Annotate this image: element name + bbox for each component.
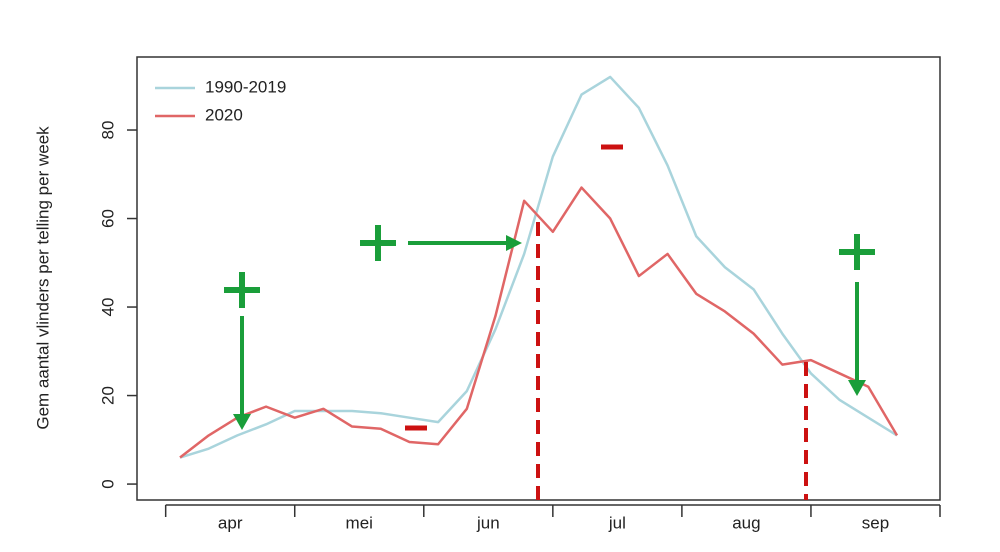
plus-sign [839, 234, 875, 270]
arrowhead [506, 235, 522, 251]
arrowhead [848, 380, 866, 396]
annotations [224, 144, 875, 500]
x-tick-label: jun [476, 513, 500, 532]
legend-label: 2020 [205, 105, 243, 124]
legend-label: 1990-2019 [205, 77, 286, 96]
y-tick-label: 60 [98, 209, 117, 228]
x-tick-label: sep [862, 513, 889, 532]
y-axis-label: Gem aantal vlinders per telling per week [33, 126, 52, 430]
plus-sign [360, 225, 396, 261]
series-line [179, 186, 899, 459]
y-tick-label: 20 [98, 386, 117, 405]
y-tick-label: 80 [98, 121, 117, 140]
x-tick-label: apr [218, 513, 243, 532]
x-tick-label: jul [608, 513, 626, 532]
x-tick-label: mei [346, 513, 373, 532]
series-line [179, 75, 898, 459]
plus-sign [224, 272, 260, 308]
y-tick-label: 40 [98, 298, 117, 317]
x-tick-label: aug [732, 513, 760, 532]
y-tick-label: 0 [98, 479, 117, 488]
arrowhead [233, 414, 251, 430]
